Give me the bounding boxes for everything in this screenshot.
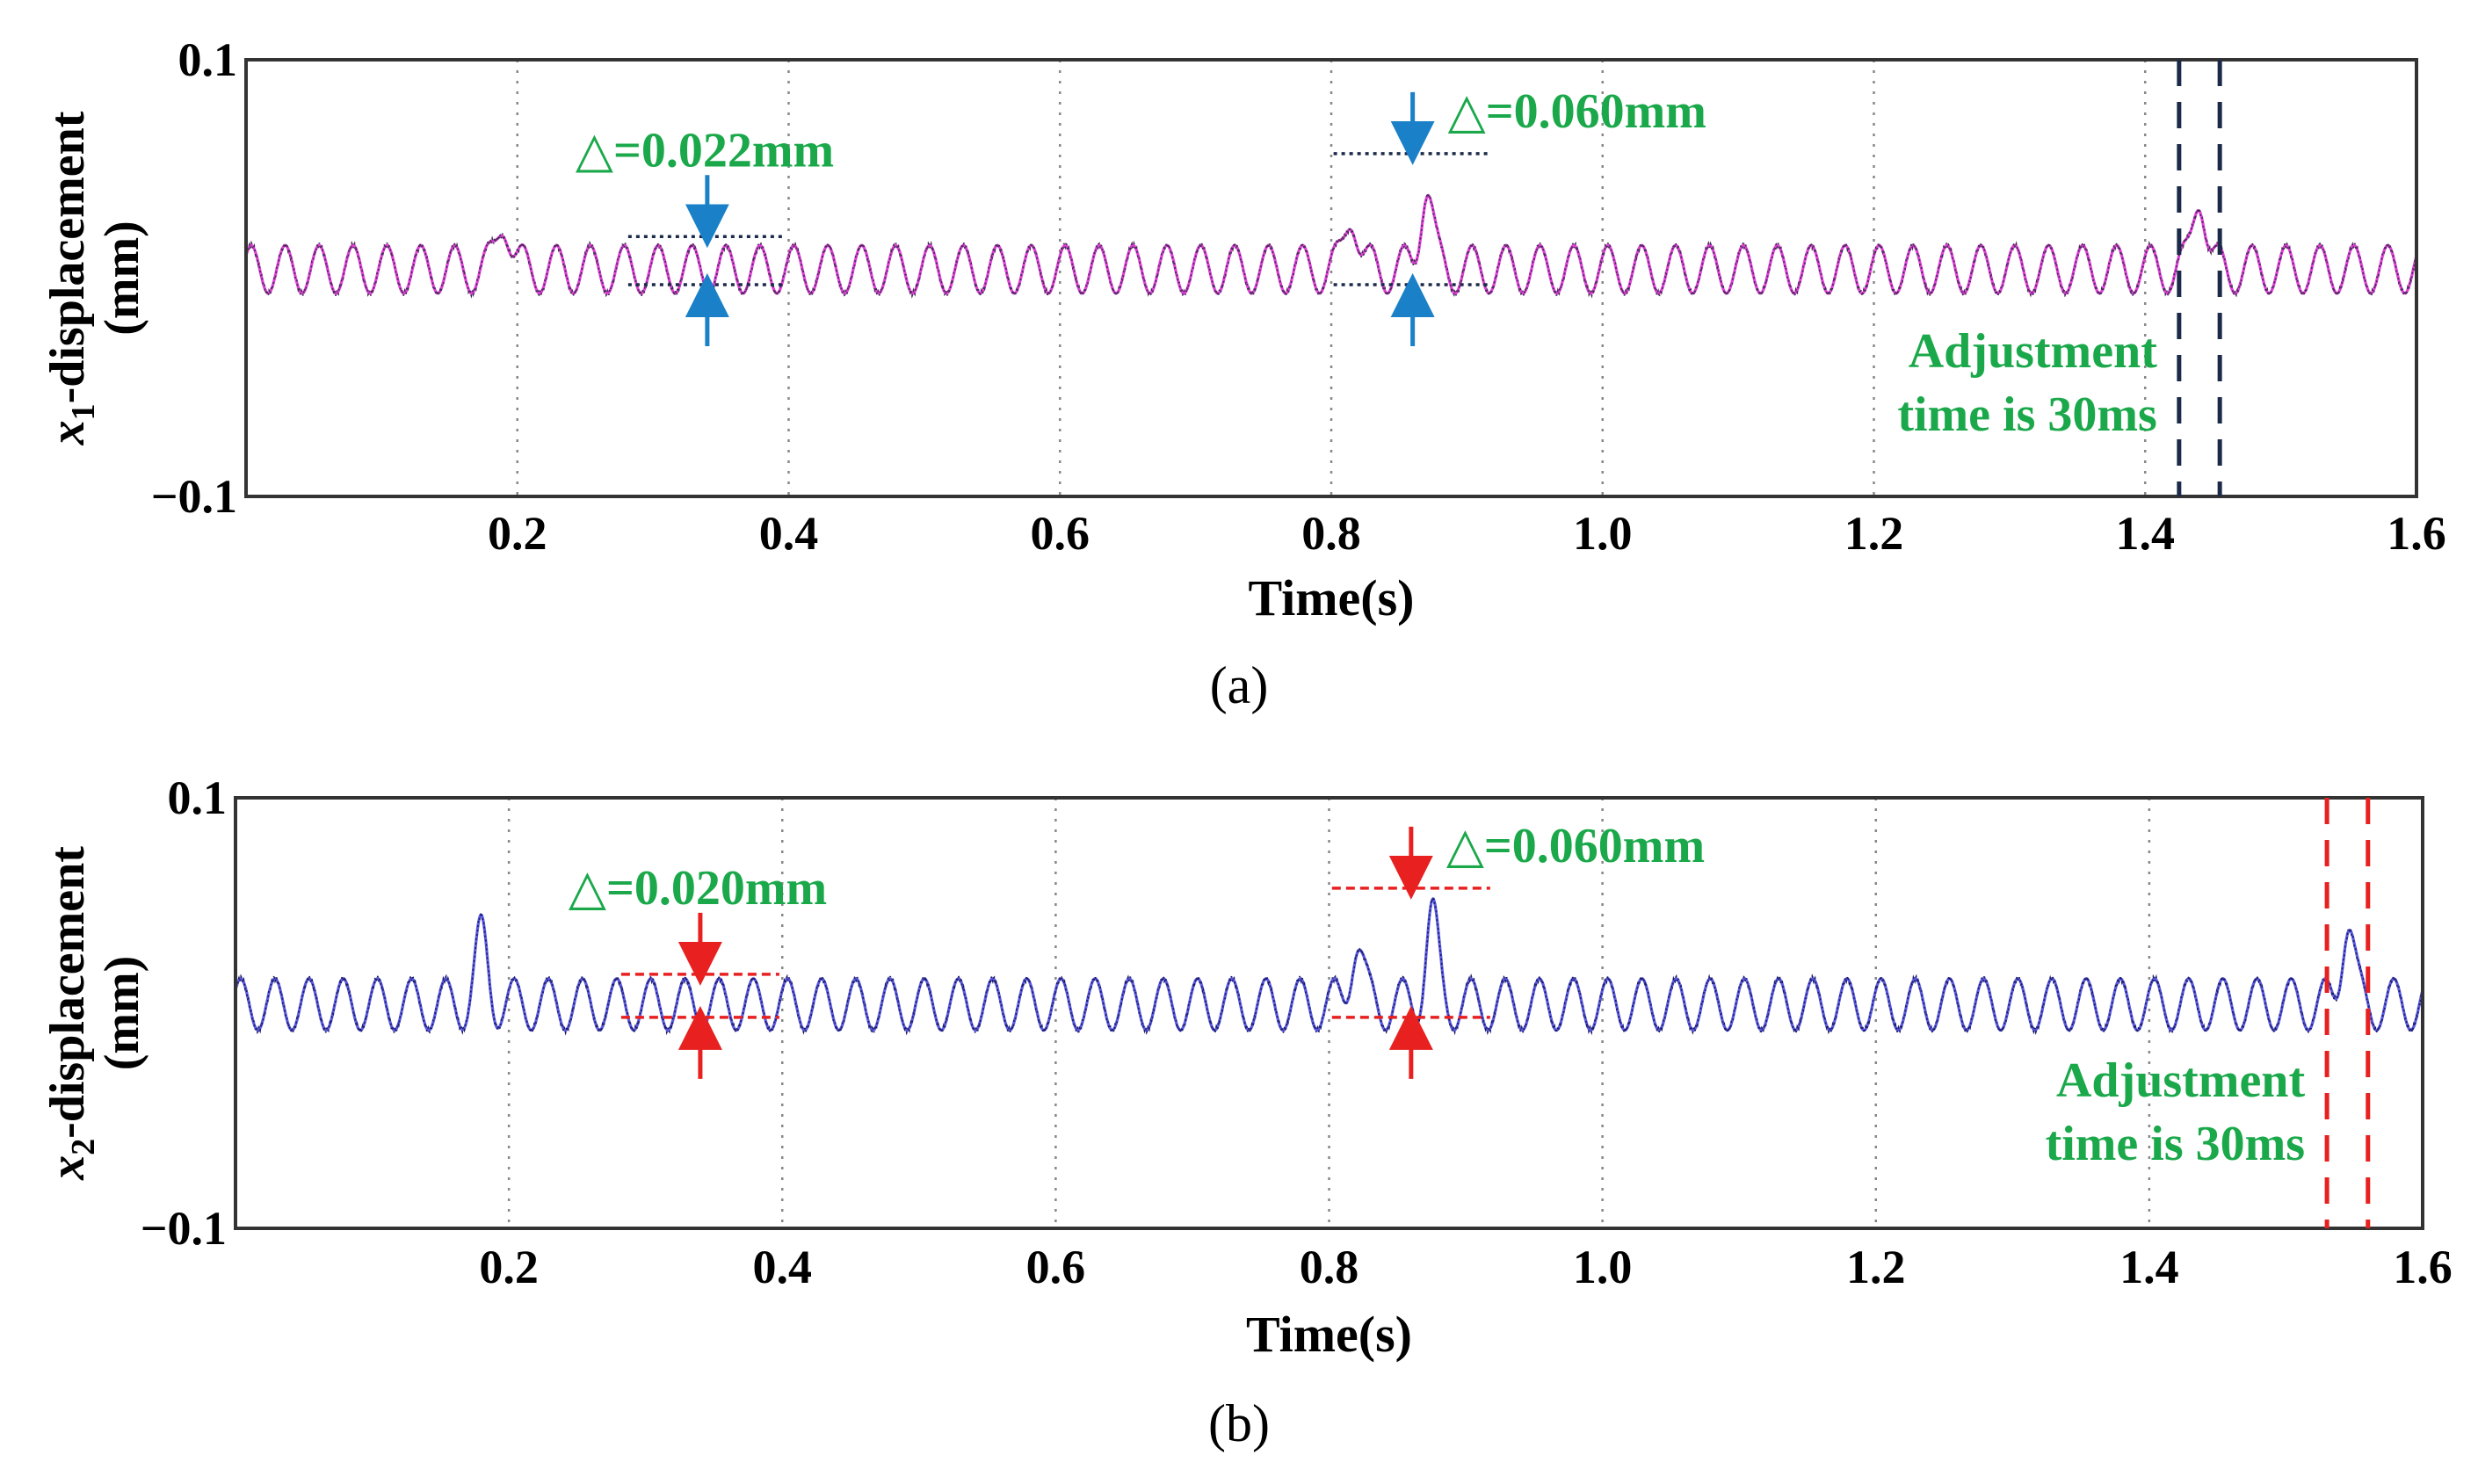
x-tick-label: 1.2 [1844, 507, 1904, 560]
y-axis-label: x1-displacement [40, 111, 102, 445]
y-tick-label: 0.1 [178, 33, 238, 86]
x-tick-label: 1.6 [2387, 507, 2446, 560]
x-tick-label: 1.4 [2119, 1241, 2179, 1293]
y-tick-label: 0.1 [168, 771, 228, 824]
x-axis-label: Time(s) [1248, 569, 1414, 626]
x-tick-label: 1.4 [2116, 507, 2176, 560]
series-line-overlay [245, 192, 2417, 300]
plot-frame [234, 796, 2424, 1230]
series-line-overlay [235, 894, 2424, 1036]
x-tick-label: 0.8 [1301, 507, 1361, 560]
chart-panel-a: 0.2 0.4 0.6 0.8 1.0 1.2 1.4 1.6 0.1 −0.1 Time(s) x1… [40, 33, 2446, 714]
x-tick-label: 0.4 [753, 1241, 813, 1293]
delta-annotation-label: △=0.060mm [1446, 819, 1705, 873]
delta-annotation-label: △=0.060mm [1448, 84, 1706, 139]
x-tick-label: 0.2 [479, 1241, 539, 1293]
plot-frame [244, 58, 2418, 498]
delta-annotation-label: △=0.022mm [576, 123, 834, 177]
x-tick-label: 0.6 [1031, 507, 1090, 560]
adjustment-label-line1: Adjustment [1909, 324, 2157, 379]
chart-panel-b: 0.2 0.4 0.6 0.8 1.0 1.2 1.4 1.6 0.1 −0.1 Time(s) x2… [40, 771, 2453, 1452]
y-axis-unit: (mm) [95, 956, 149, 1071]
adjustment-label-line2: time is 30ms [2046, 1117, 2306, 1171]
x-tick-label: 0.2 [488, 507, 547, 560]
x-tick-label: 1.0 [1573, 507, 1633, 560]
panel-label: (a) [1210, 656, 1269, 714]
y-tick-label: −0.1 [141, 1202, 227, 1255]
x-tick-label: 0.4 [759, 507, 819, 560]
panel-label: (b) [1208, 1394, 1270, 1452]
x-tick-label: 0.6 [1026, 1241, 1086, 1293]
y-axis-unit: (mm) [95, 221, 149, 336]
x-tick-label: 1.0 [1573, 1241, 1633, 1293]
x-axis-label: Time(s) [1246, 1306, 1412, 1363]
x-tick-label: 1.2 [1846, 1241, 1906, 1293]
x-tick-label: 0.8 [1300, 1241, 1359, 1293]
x-tick-label: 1.6 [2393, 1241, 2453, 1293]
delta-annotation-label: △=0.020mm [569, 861, 827, 916]
y-axis-label: x2-displacement [40, 846, 102, 1181]
adjustment-label-line2: time is 30ms [1897, 387, 2157, 442]
adjustment-label-line1: Adjustment [2056, 1053, 2305, 1108]
series-line-main [244, 193, 2418, 295]
y-tick-label: −0.1 [151, 470, 237, 523]
